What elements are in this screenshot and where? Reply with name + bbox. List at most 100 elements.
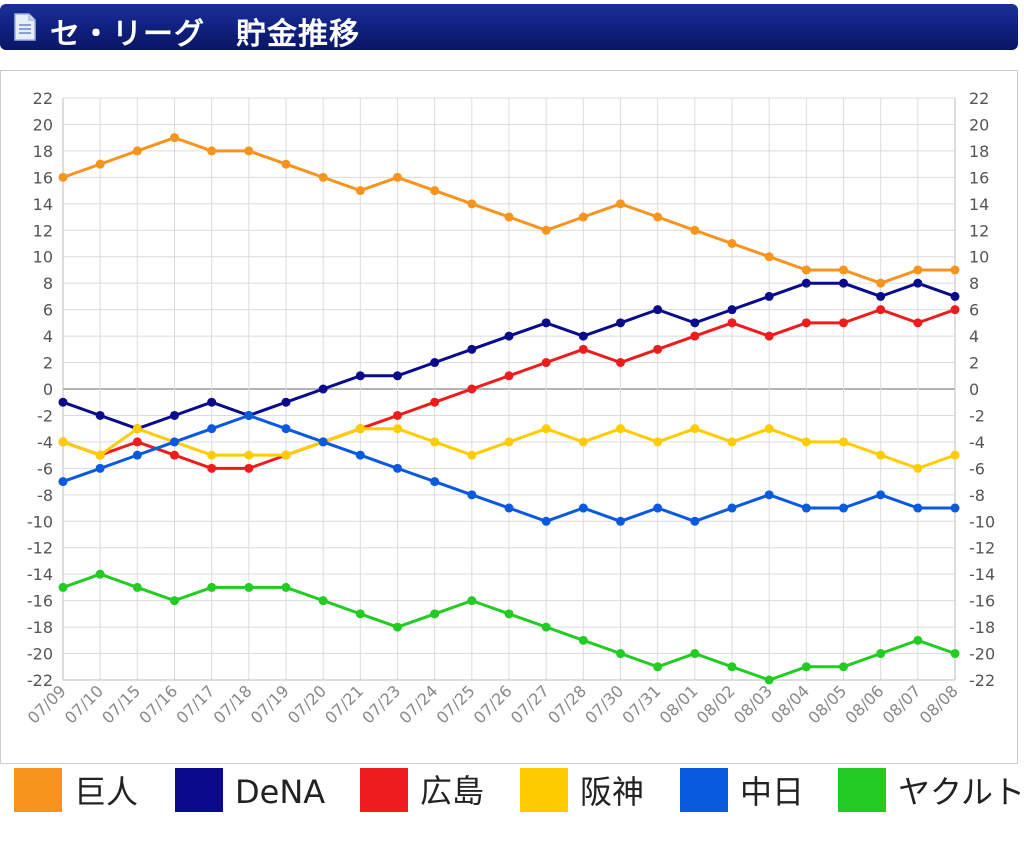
- data-point: [876, 291, 886, 301]
- y-tick-label-left: 14: [33, 195, 53, 214]
- x-tick-label: 07/23: [358, 681, 404, 727]
- data-point: [170, 596, 179, 606]
- y-tick-label-left: 12: [33, 221, 53, 240]
- data-point: [504, 212, 514, 222]
- data-point: [281, 424, 291, 434]
- y-tick-label-right: 10: [969, 248, 989, 267]
- data-point: [876, 649, 886, 659]
- data-point: [355, 371, 365, 381]
- data-point: [318, 437, 328, 447]
- data-point: [690, 516, 700, 526]
- data-point: [95, 159, 105, 169]
- data-point: [653, 437, 663, 447]
- y-tick-label-right: 8: [969, 274, 979, 293]
- data-point: [578, 437, 588, 447]
- x-tick-label: 07/24: [395, 681, 441, 727]
- data-point: [727, 318, 737, 328]
- data-point: [801, 503, 811, 513]
- x-tick-label: 08/05: [804, 681, 850, 727]
- data-point: [244, 450, 254, 460]
- y-tick-label-right: -6: [969, 459, 985, 478]
- legend-swatch: [838, 768, 886, 812]
- data-point: [504, 609, 514, 619]
- data-point: [950, 450, 960, 460]
- y-tick-label-right: 20: [969, 115, 989, 134]
- data-point: [393, 410, 402, 420]
- y-tick-label-left: 6: [43, 301, 53, 320]
- data-point: [393, 172, 402, 182]
- y-tick-label-left: -2: [37, 406, 53, 425]
- data-point: [318, 596, 328, 606]
- x-tick-label: 07/28: [544, 681, 590, 727]
- y-tick-label-right: -4: [969, 433, 985, 452]
- data-point: [132, 450, 142, 460]
- data-point: [616, 199, 625, 209]
- data-point: [653, 662, 663, 672]
- data-point: [170, 450, 179, 460]
- legend-label: ヤクルト: [898, 773, 1024, 811]
- data-point: [207, 397, 217, 407]
- data-point: [764, 331, 774, 341]
- data-point: [653, 503, 663, 513]
- data-point: [913, 318, 923, 328]
- data-point: [132, 437, 142, 447]
- data-point: [950, 649, 960, 659]
- data-point: [690, 331, 700, 341]
- data-point: [578, 635, 588, 645]
- data-point: [541, 622, 551, 632]
- data-point: [801, 265, 811, 275]
- data-point: [244, 146, 254, 156]
- data-point: [170, 437, 179, 447]
- x-tick-label: 07/21: [321, 681, 367, 727]
- data-point: [58, 172, 68, 182]
- data-point: [801, 662, 811, 672]
- data-point: [950, 503, 960, 513]
- data-point: [653, 305, 663, 315]
- y-tick-label-left: -16: [27, 592, 53, 611]
- data-point: [913, 278, 923, 288]
- data-point: [132, 582, 142, 592]
- y-tick-label-left: -18: [27, 618, 53, 637]
- y-tick-label-left: 2: [43, 354, 53, 373]
- data-point: [244, 582, 254, 592]
- y-tick-label-right: -2: [969, 406, 985, 425]
- legend-swatch: [680, 768, 728, 812]
- data-point: [467, 199, 477, 209]
- x-tick-label: 08/04: [767, 681, 813, 727]
- data-point: [430, 609, 440, 619]
- y-tick-label-left: 0: [43, 380, 53, 399]
- y-tick-label-right: -12: [969, 539, 995, 558]
- data-point: [950, 305, 960, 315]
- data-point: [801, 318, 811, 328]
- data-point: [727, 305, 737, 315]
- data-point: [764, 675, 774, 685]
- data-point: [58, 582, 68, 592]
- data-point: [913, 503, 923, 513]
- y-tick-label-right: -10: [969, 512, 995, 531]
- data-point: [913, 265, 923, 275]
- data-point: [616, 318, 625, 328]
- data-point: [727, 239, 737, 248]
- data-point: [281, 450, 291, 460]
- y-tick-label-right: 6: [969, 301, 979, 320]
- data-point: [393, 371, 402, 381]
- y-tick-label-right: -8: [969, 486, 985, 505]
- data-point: [318, 384, 328, 394]
- y-tick-label-left: -8: [37, 486, 53, 505]
- y-tick-label-left: -12: [27, 539, 53, 558]
- data-point: [281, 159, 291, 169]
- data-point: [355, 450, 365, 460]
- legend-label: DeNA: [235, 773, 326, 811]
- data-point: [839, 278, 848, 288]
- data-point: [839, 437, 848, 447]
- y-tick-label-left: -22: [27, 671, 53, 690]
- data-point: [58, 397, 68, 407]
- data-point: [876, 278, 886, 288]
- data-point: [653, 212, 663, 222]
- y-tick-label-left: -4: [37, 433, 53, 452]
- y-tick-label-right: -20: [969, 645, 995, 664]
- data-point: [727, 662, 737, 672]
- data-point: [95, 410, 105, 420]
- data-point: [95, 463, 105, 473]
